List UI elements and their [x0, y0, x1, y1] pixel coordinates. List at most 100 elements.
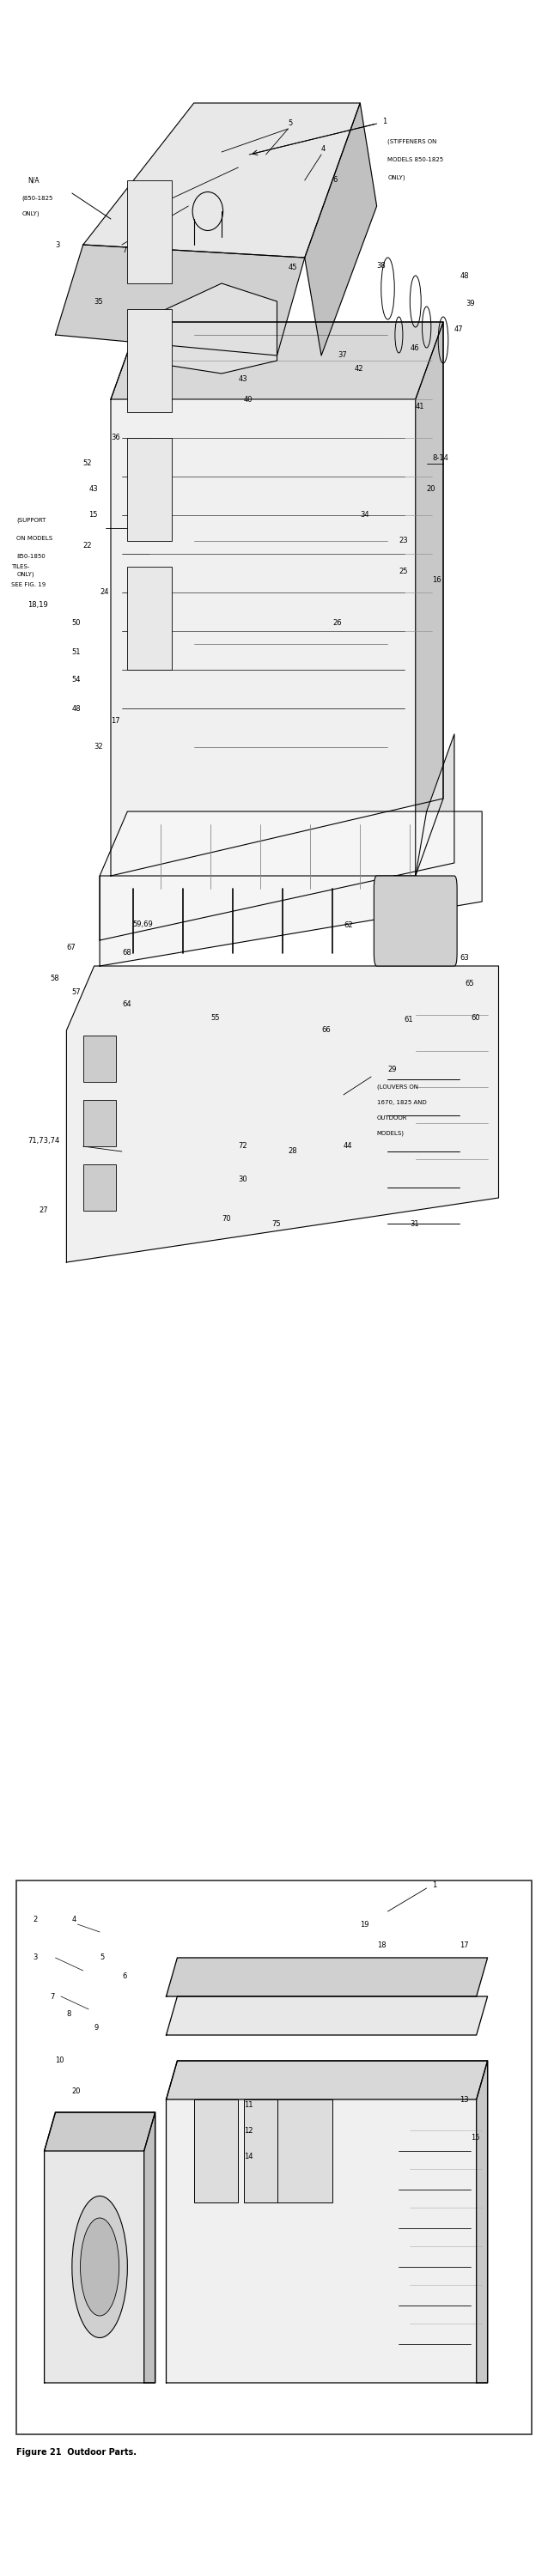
FancyBboxPatch shape	[17, 1880, 532, 2434]
Text: 6: 6	[122, 1973, 126, 1978]
Text: (STIFFENERS ON: (STIFFENERS ON	[388, 139, 437, 144]
Text: 47: 47	[454, 327, 463, 335]
Text: MODELS): MODELS)	[377, 1131, 404, 1136]
Text: 1670, 1825 AND: 1670, 1825 AND	[377, 1100, 427, 1105]
Text: 39: 39	[465, 301, 474, 309]
Text: 43: 43	[89, 484, 98, 495]
Text: 63: 63	[460, 956, 469, 963]
Text: 15: 15	[89, 510, 98, 520]
FancyBboxPatch shape	[127, 567, 172, 670]
Text: 32: 32	[94, 742, 103, 752]
FancyBboxPatch shape	[83, 1164, 116, 1211]
Text: 14: 14	[244, 2154, 253, 2159]
Text: 40: 40	[244, 397, 253, 404]
Text: 9: 9	[94, 2025, 99, 2030]
FancyBboxPatch shape	[277, 2099, 332, 2202]
Text: 70: 70	[222, 1216, 230, 1224]
Ellipse shape	[72, 2195, 127, 2339]
Text: 28: 28	[288, 1146, 297, 1154]
Polygon shape	[100, 734, 454, 940]
Text: 19: 19	[360, 1922, 369, 1927]
Text: 36: 36	[111, 433, 120, 443]
Text: Figure 21  Outdoor Parts.: Figure 21 Outdoor Parts.	[17, 2447, 137, 2458]
Text: 58: 58	[50, 976, 59, 984]
Text: 64: 64	[122, 1002, 131, 1010]
Text: 61: 61	[404, 1018, 413, 1025]
Text: TILES-: TILES-	[11, 564, 29, 569]
Text: 45: 45	[288, 265, 297, 273]
Text: ONLY): ONLY)	[17, 572, 34, 577]
Text: 67: 67	[66, 945, 76, 953]
Text: 25: 25	[399, 569, 408, 577]
Text: 17: 17	[111, 716, 120, 726]
Text: 72: 72	[238, 1141, 247, 1149]
Text: 18: 18	[377, 1942, 386, 1947]
Text: 50: 50	[72, 621, 81, 629]
FancyBboxPatch shape	[127, 180, 172, 283]
Text: 1: 1	[382, 116, 387, 124]
Text: ONLY): ONLY)	[22, 211, 40, 216]
FancyBboxPatch shape	[244, 2099, 277, 2202]
Text: 54: 54	[72, 677, 81, 685]
Text: 3: 3	[33, 1953, 38, 1963]
Text: (LOUVERS ON: (LOUVERS ON	[377, 1084, 418, 1090]
Polygon shape	[111, 322, 443, 876]
Text: 46: 46	[410, 345, 419, 353]
Text: 15: 15	[471, 2133, 480, 2143]
FancyBboxPatch shape	[194, 2099, 238, 2202]
Ellipse shape	[80, 2218, 119, 2316]
Text: 38: 38	[377, 263, 386, 270]
Text: 62: 62	[343, 922, 352, 930]
Text: 16: 16	[460, 1973, 469, 1978]
Text: 41: 41	[416, 404, 424, 410]
FancyBboxPatch shape	[83, 1100, 116, 1146]
Text: 5: 5	[100, 1953, 104, 1963]
Text: 48: 48	[72, 706, 81, 714]
Text: ON MODELS: ON MODELS	[17, 536, 53, 541]
Text: 52: 52	[83, 459, 92, 469]
Polygon shape	[111, 322, 443, 399]
Text: 66: 66	[321, 1025, 331, 1033]
Text: 34: 34	[360, 510, 369, 520]
Text: 75: 75	[271, 1221, 280, 1229]
Text: 7: 7	[122, 247, 126, 255]
Text: 26: 26	[332, 621, 341, 629]
Text: 4: 4	[72, 1917, 76, 1922]
Text: N/A: N/A	[28, 175, 39, 185]
Text: 2: 2	[33, 1917, 38, 1922]
Text: MODELS 850-1825: MODELS 850-1825	[388, 157, 444, 162]
Text: (850-1825: (850-1825	[22, 196, 53, 201]
Text: 16: 16	[432, 577, 441, 585]
Text: 13: 13	[460, 2097, 469, 2102]
Text: 48: 48	[460, 273, 469, 281]
Text: 11: 11	[244, 2102, 253, 2107]
Text: 5: 5	[288, 118, 293, 126]
Text: 29: 29	[388, 1066, 397, 1072]
Polygon shape	[416, 322, 443, 876]
Text: 8: 8	[66, 2009, 71, 2020]
Text: 55: 55	[211, 1015, 219, 1023]
Text: SEE FIG. 19: SEE FIG. 19	[11, 582, 45, 587]
Polygon shape	[44, 2112, 155, 2151]
Text: 37: 37	[338, 353, 347, 361]
Polygon shape	[100, 811, 482, 966]
Polygon shape	[476, 2061, 488, 2383]
Text: 59,69: 59,69	[133, 922, 153, 930]
Polygon shape	[83, 103, 360, 258]
Text: 6: 6	[332, 175, 337, 185]
Text: OUTDOOR: OUTDOOR	[377, 1115, 407, 1121]
Text: 10: 10	[55, 2056, 64, 2066]
Text: 22: 22	[83, 544, 92, 551]
Text: 71,73,74: 71,73,74	[28, 1136, 60, 1144]
Text: 12: 12	[244, 2128, 253, 2133]
Text: 20: 20	[72, 2087, 81, 2097]
Text: 3: 3	[55, 242, 60, 250]
Text: 27: 27	[39, 1206, 48, 1216]
Text: 51: 51	[72, 649, 81, 657]
Text: 4: 4	[321, 144, 326, 155]
Text: 57: 57	[72, 989, 81, 997]
Text: 18,19: 18,19	[28, 603, 48, 611]
Text: 35: 35	[94, 299, 103, 307]
Text: 68: 68	[122, 951, 131, 958]
Text: 44: 44	[343, 1141, 352, 1149]
